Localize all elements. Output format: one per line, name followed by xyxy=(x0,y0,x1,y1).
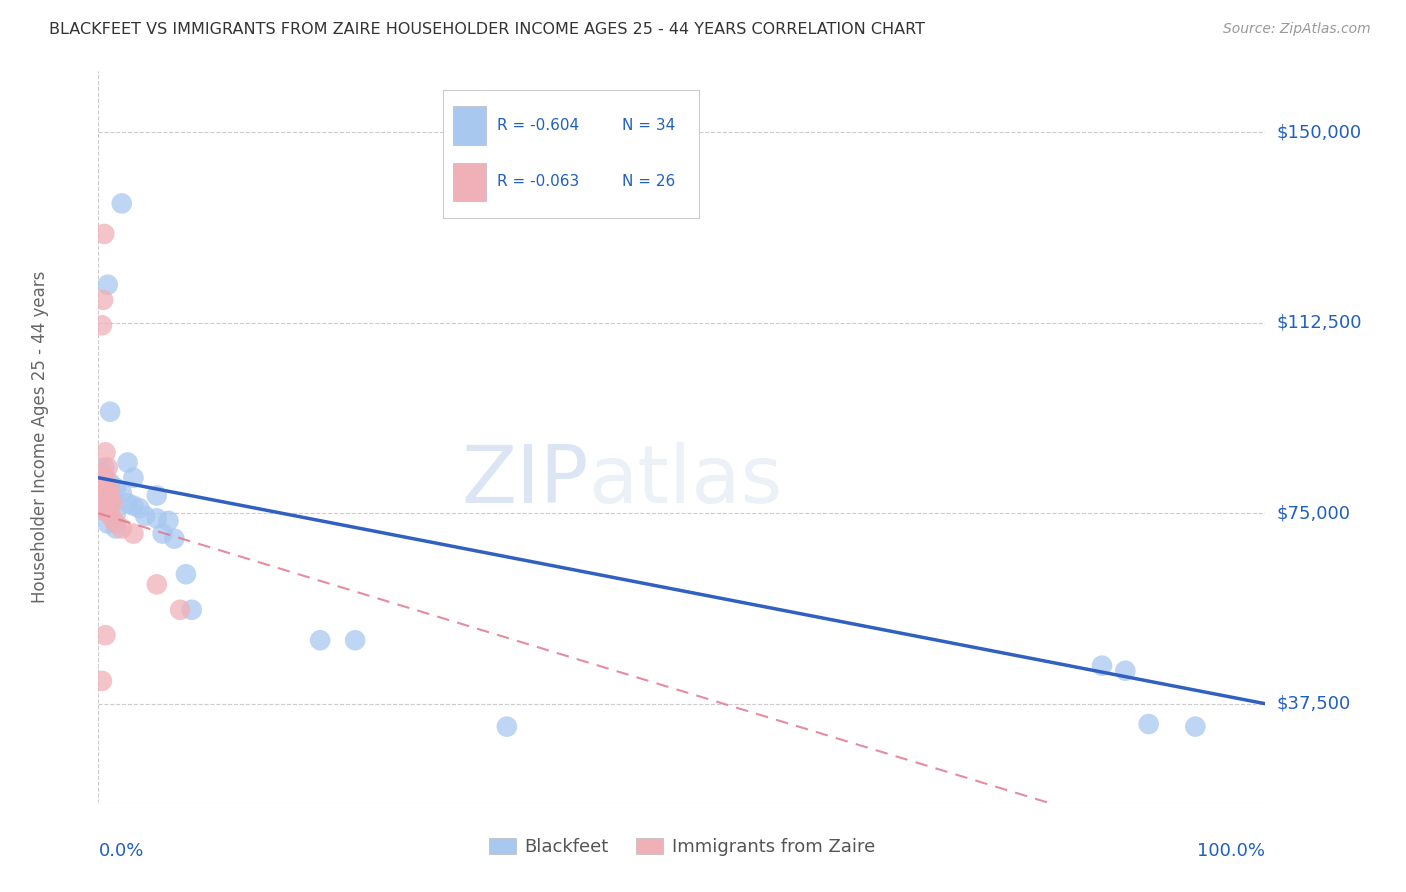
Text: $150,000: $150,000 xyxy=(1277,123,1361,141)
Point xyxy=(174,567,197,582)
Text: $75,000: $75,000 xyxy=(1277,504,1351,523)
Point xyxy=(134,508,156,523)
Text: $37,500: $37,500 xyxy=(1277,695,1351,713)
Text: BLACKFEET VS IMMIGRANTS FROM ZAIRE HOUSEHOLDER INCOME AGES 25 - 44 YEARS CORRELA: BLACKFEET VS IMMIGRANTS FROM ZAIRE HOUSE… xyxy=(49,22,925,37)
Point xyxy=(93,227,115,241)
Point xyxy=(146,488,169,502)
Text: atlas: atlas xyxy=(589,442,783,520)
Point xyxy=(111,521,134,535)
Point xyxy=(104,481,127,495)
Point xyxy=(344,633,367,648)
Point xyxy=(1184,720,1206,734)
Point xyxy=(94,471,117,485)
Text: 0.0%: 0.0% xyxy=(98,842,143,860)
Point xyxy=(104,516,127,531)
Point xyxy=(90,486,112,500)
Point xyxy=(169,603,191,617)
Point xyxy=(163,532,186,546)
Point xyxy=(104,506,127,520)
Point xyxy=(91,293,114,307)
Point xyxy=(94,628,117,642)
Text: ZIP: ZIP xyxy=(461,442,589,520)
Point xyxy=(1114,664,1136,678)
Point xyxy=(90,673,112,688)
Point xyxy=(122,471,145,485)
Point xyxy=(117,496,139,510)
Point xyxy=(91,483,114,498)
Point xyxy=(111,486,134,500)
Point xyxy=(101,493,124,508)
Point xyxy=(128,501,150,516)
Point xyxy=(91,475,114,490)
Point xyxy=(97,491,120,505)
Point xyxy=(309,633,332,648)
Text: 100.0%: 100.0% xyxy=(1198,842,1265,860)
Point xyxy=(146,511,169,525)
Point xyxy=(97,277,120,292)
Point xyxy=(91,501,114,516)
Point xyxy=(97,506,120,520)
Point xyxy=(117,455,139,469)
Point xyxy=(93,460,115,475)
Text: Householder Income Ages 25 - 44 years: Householder Income Ages 25 - 44 years xyxy=(31,271,49,603)
Point xyxy=(111,196,134,211)
Point xyxy=(1091,658,1114,673)
Legend: Blackfeet, Immigrants from Zaire: Blackfeet, Immigrants from Zaire xyxy=(481,830,883,863)
Point xyxy=(101,511,124,525)
Point xyxy=(94,504,117,518)
Point xyxy=(101,496,124,510)
Point xyxy=(98,493,121,508)
Point xyxy=(157,514,180,528)
Point xyxy=(98,405,121,419)
Point xyxy=(94,504,117,518)
Point xyxy=(97,491,120,505)
Point xyxy=(94,445,117,459)
Text: Source: ZipAtlas.com: Source: ZipAtlas.com xyxy=(1223,22,1371,37)
Point xyxy=(1137,717,1160,731)
Point xyxy=(152,526,174,541)
Point xyxy=(90,466,112,480)
Point xyxy=(122,526,145,541)
Point xyxy=(98,483,121,498)
Point xyxy=(104,521,127,535)
Point xyxy=(97,516,120,531)
Point xyxy=(93,488,115,502)
Point xyxy=(97,460,120,475)
Text: $112,500: $112,500 xyxy=(1277,314,1362,332)
Point xyxy=(98,475,121,490)
Point xyxy=(122,499,145,513)
Point xyxy=(96,481,118,495)
Point xyxy=(180,603,202,617)
Point xyxy=(496,720,519,734)
Point xyxy=(146,577,169,591)
Point xyxy=(90,318,112,333)
